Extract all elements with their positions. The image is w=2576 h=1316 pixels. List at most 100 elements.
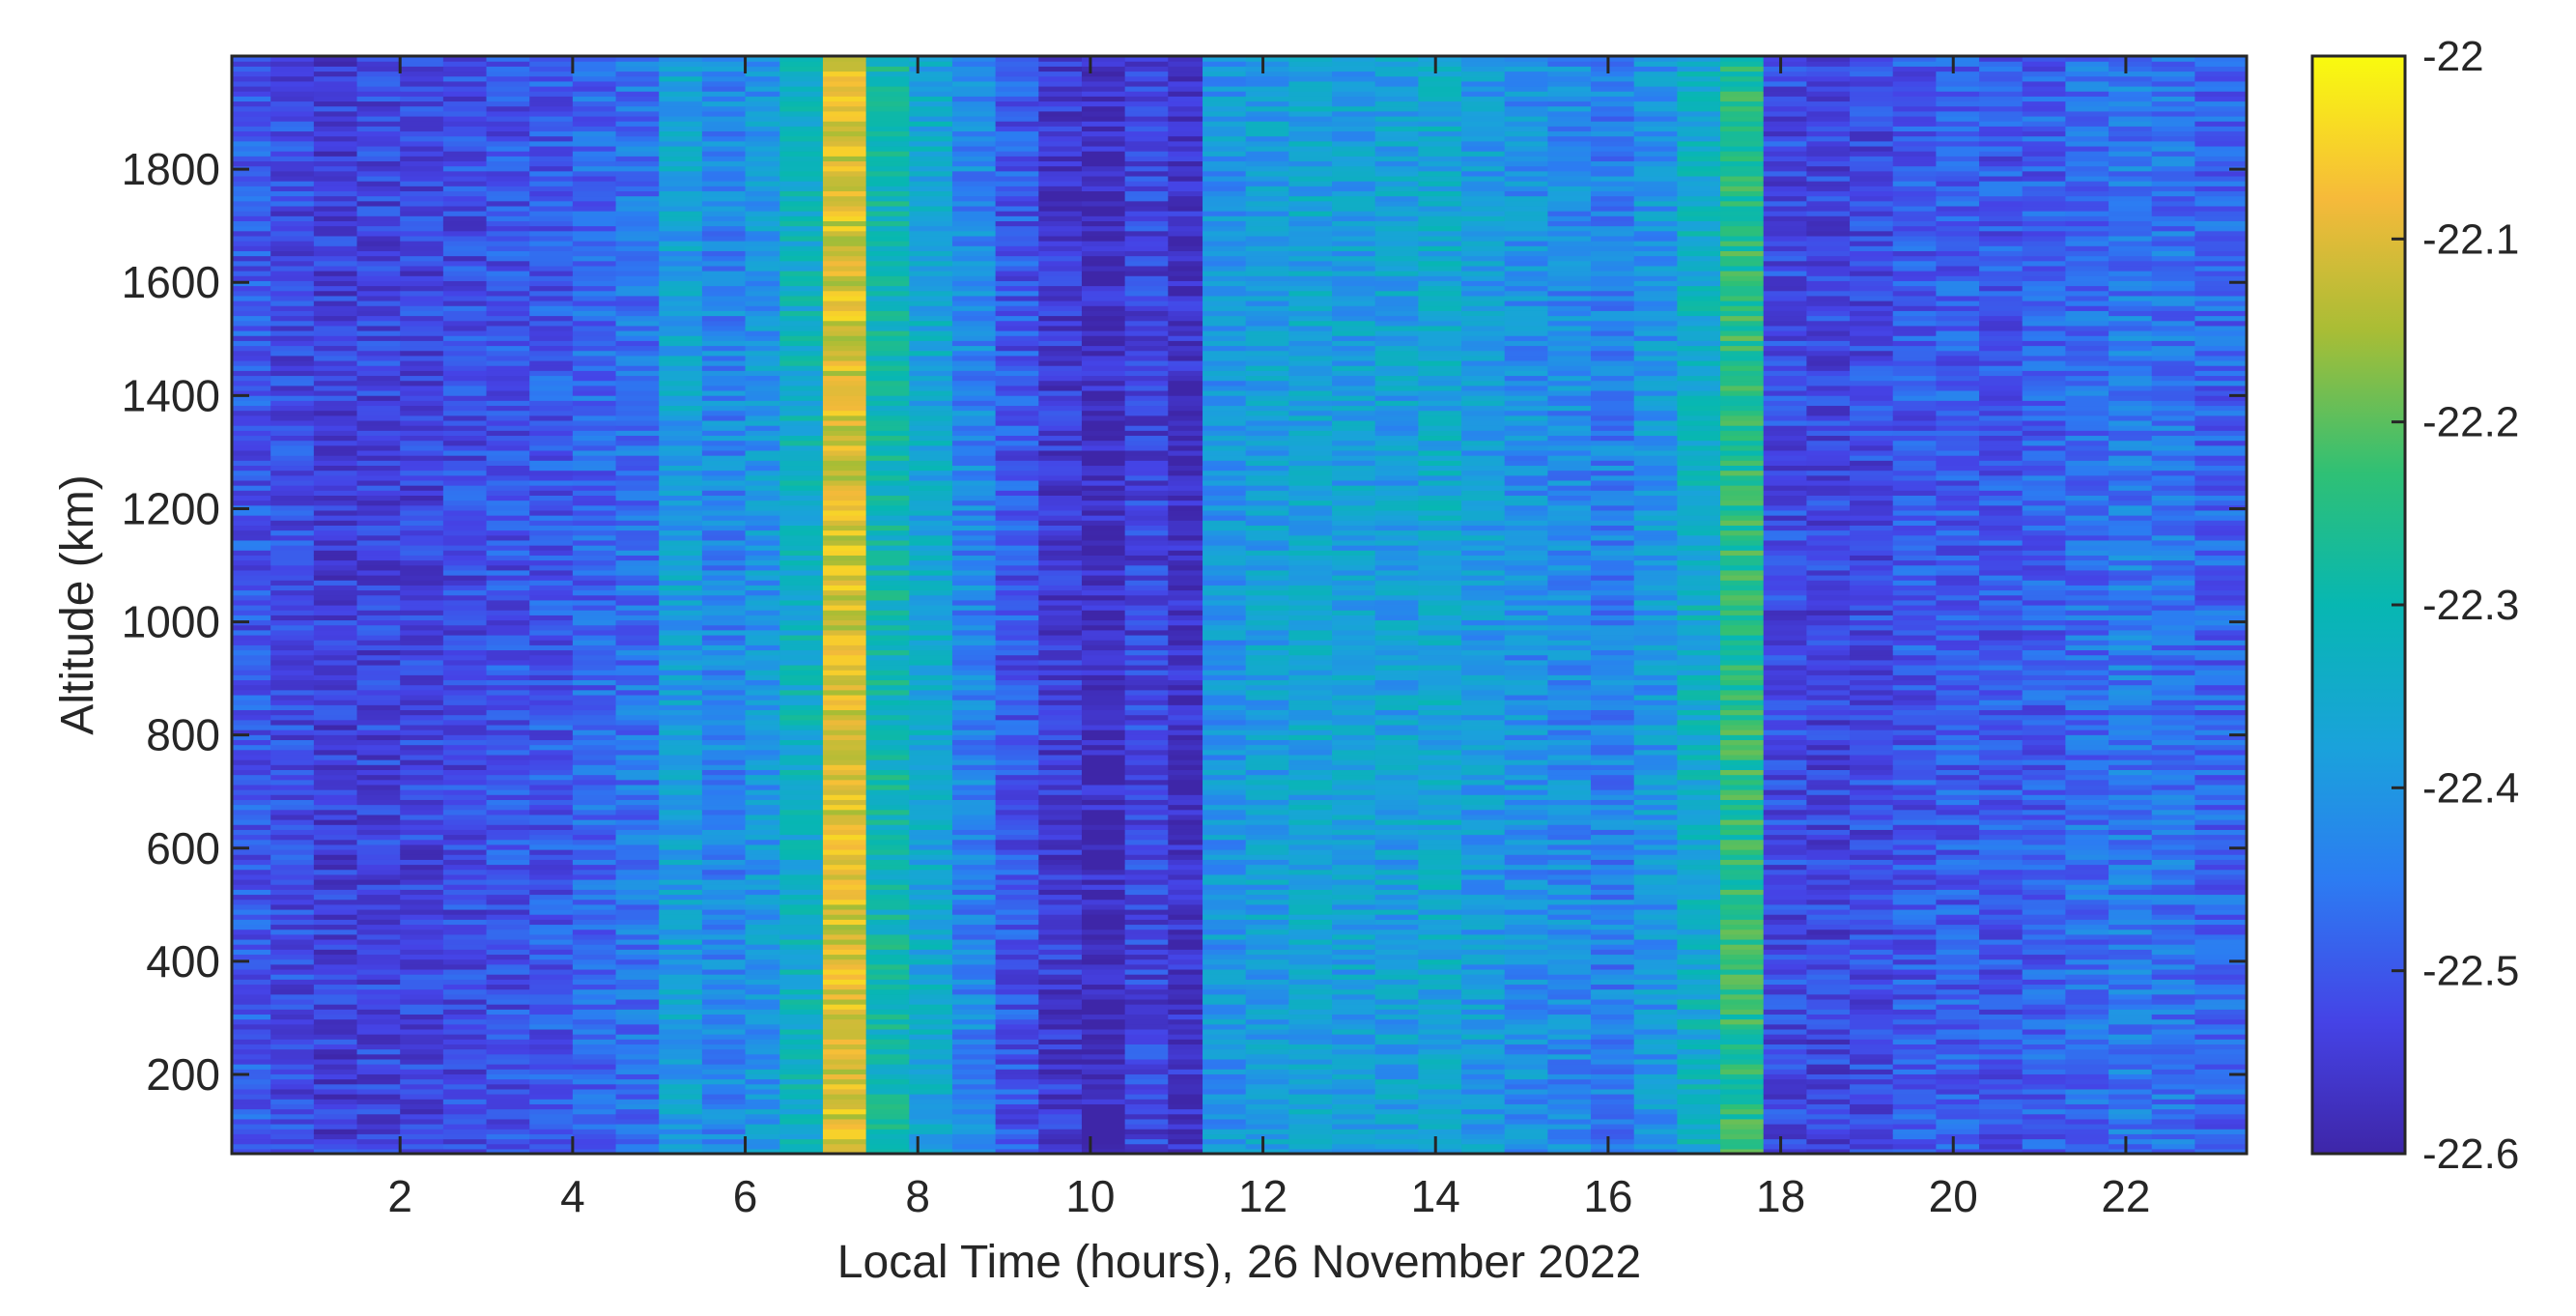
heatmap-cell: [442, 1048, 488, 1055]
heatmap-cell: [1168, 844, 1203, 850]
heatmap-cell: [615, 359, 660, 366]
heatmap-cell: [270, 594, 315, 601]
heatmap-cell: [1038, 954, 1083, 960]
heatmap-cell: [659, 784, 703, 790]
heatmap-cell: [486, 509, 530, 516]
heatmap-cell: [659, 605, 703, 611]
heatmap-cell: [486, 968, 530, 975]
heatmap-cell: [779, 410, 824, 416]
heatmap-cell: [1124, 908, 1169, 915]
heatmap-cell: [865, 1113, 910, 1120]
heatmap-cell: [232, 634, 271, 641]
heatmap-cell: [615, 644, 660, 651]
heatmap-cell: [1168, 1028, 1203, 1035]
heatmap-cell: [356, 670, 401, 675]
heatmap-cell: [400, 889, 444, 896]
heatmap-cell: [779, 984, 824, 990]
heatmap-cell: [1081, 1028, 1126, 1035]
heatmap-cell: [486, 854, 530, 860]
heatmap-cell: [615, 829, 660, 836]
heatmap-cell: [659, 255, 703, 262]
heatmap-cell: [779, 1113, 824, 1120]
heatmap-cell: [822, 550, 867, 556]
heatmap-cell: [400, 903, 444, 910]
heatmap-cell: [865, 61, 910, 67]
heatmap-cell: [442, 200, 488, 207]
heatmap-cell: [865, 534, 910, 541]
heatmap-cell: [659, 1108, 703, 1115]
heatmap-cell: [822, 734, 867, 741]
heatmap-cell: [909, 195, 953, 202]
heatmap-cell: [356, 1103, 401, 1110]
heatmap-cell: [701, 599, 747, 606]
heatmap-cell: [400, 1133, 444, 1140]
heatmap-cell: [442, 1129, 488, 1134]
heatmap-cell: [356, 365, 401, 371]
heatmap-column: [1081, 56, 1126, 1154]
heatmap-cell: [745, 774, 780, 781]
heatmap-cell: [400, 449, 444, 456]
heatmap-cell: [232, 215, 271, 221]
heatmap-cell: [442, 271, 488, 276]
heatmap-cell: [1124, 1069, 1169, 1074]
heatmap-cell: [232, 545, 271, 551]
heatmap-cell: [701, 290, 747, 297]
heatmap-cell: [745, 809, 780, 815]
heatmap-cell: [909, 444, 953, 451]
heatmap-cell: [701, 1143, 747, 1150]
heatmap-cell: [1081, 764, 1126, 770]
heatmap-cell: [1038, 864, 1083, 871]
heatmap-cell: [659, 629, 703, 636]
heatmap-cell: [486, 490, 530, 496]
heatmap-cell: [995, 1103, 1039, 1110]
heatmap-cell: [995, 130, 1039, 137]
heatmap-cell: [313, 988, 358, 995]
heatmap-cell: [442, 873, 488, 880]
heatmap-cell: [1038, 679, 1083, 686]
heatmap-cell: [822, 834, 867, 841]
heatmap-cell: [995, 271, 1039, 276]
heatmap-cell: [486, 175, 530, 182]
heatmap-cell: [779, 380, 824, 386]
heatmap-cell: [822, 924, 867, 930]
heatmap-cell: [400, 659, 444, 666]
heatmap-cell: [572, 365, 617, 371]
heatmap-cell: [313, 460, 358, 467]
heatmap-cell: [270, 988, 315, 995]
heatmap-cell: [745, 151, 780, 157]
heatmap-cell: [779, 460, 824, 467]
heatmap-cell: [486, 834, 530, 841]
heatmap-cell: [1038, 1099, 1083, 1104]
heatmap-cell: [745, 285, 780, 292]
heatmap-cell: [313, 56, 358, 62]
heatmap-cell: [659, 700, 703, 705]
heatmap-cell: [865, 779, 910, 786]
heatmap-cell: [615, 85, 660, 92]
heatmap-cell: [529, 1004, 574, 1010]
heatmap-cell: [865, 1108, 910, 1115]
heatmap-cell: [615, 375, 660, 382]
heatmap-cell: [779, 1078, 824, 1085]
heatmap-cell: [232, 425, 271, 431]
heatmap-cell: [822, 275, 867, 281]
heatmap-cell: [400, 121, 444, 127]
heatmap-cell: [1168, 679, 1203, 686]
heatmap-cell: [822, 599, 867, 606]
heatmap-cell: [865, 410, 910, 416]
heatmap-cell: [1168, 769, 1203, 776]
heatmap-cell: [1168, 754, 1203, 760]
heatmap-cell: [313, 1124, 358, 1130]
heatmap-cell: [659, 545, 703, 551]
heatmap-cell: [701, 355, 747, 361]
heatmap-cell: [400, 271, 444, 276]
heatmap-cell: [529, 96, 574, 102]
heatmap-cell: [1124, 924, 1169, 930]
heatmap-cell: [1038, 315, 1083, 322]
heatmap-cell: [995, 474, 1039, 481]
heatmap-cell: [313, 220, 358, 227]
heatmap-cell: [529, 1133, 574, 1140]
heatmap-cell: [865, 839, 910, 845]
heatmap-cell: [745, 1014, 780, 1020]
heatmap-cell: [745, 419, 780, 426]
